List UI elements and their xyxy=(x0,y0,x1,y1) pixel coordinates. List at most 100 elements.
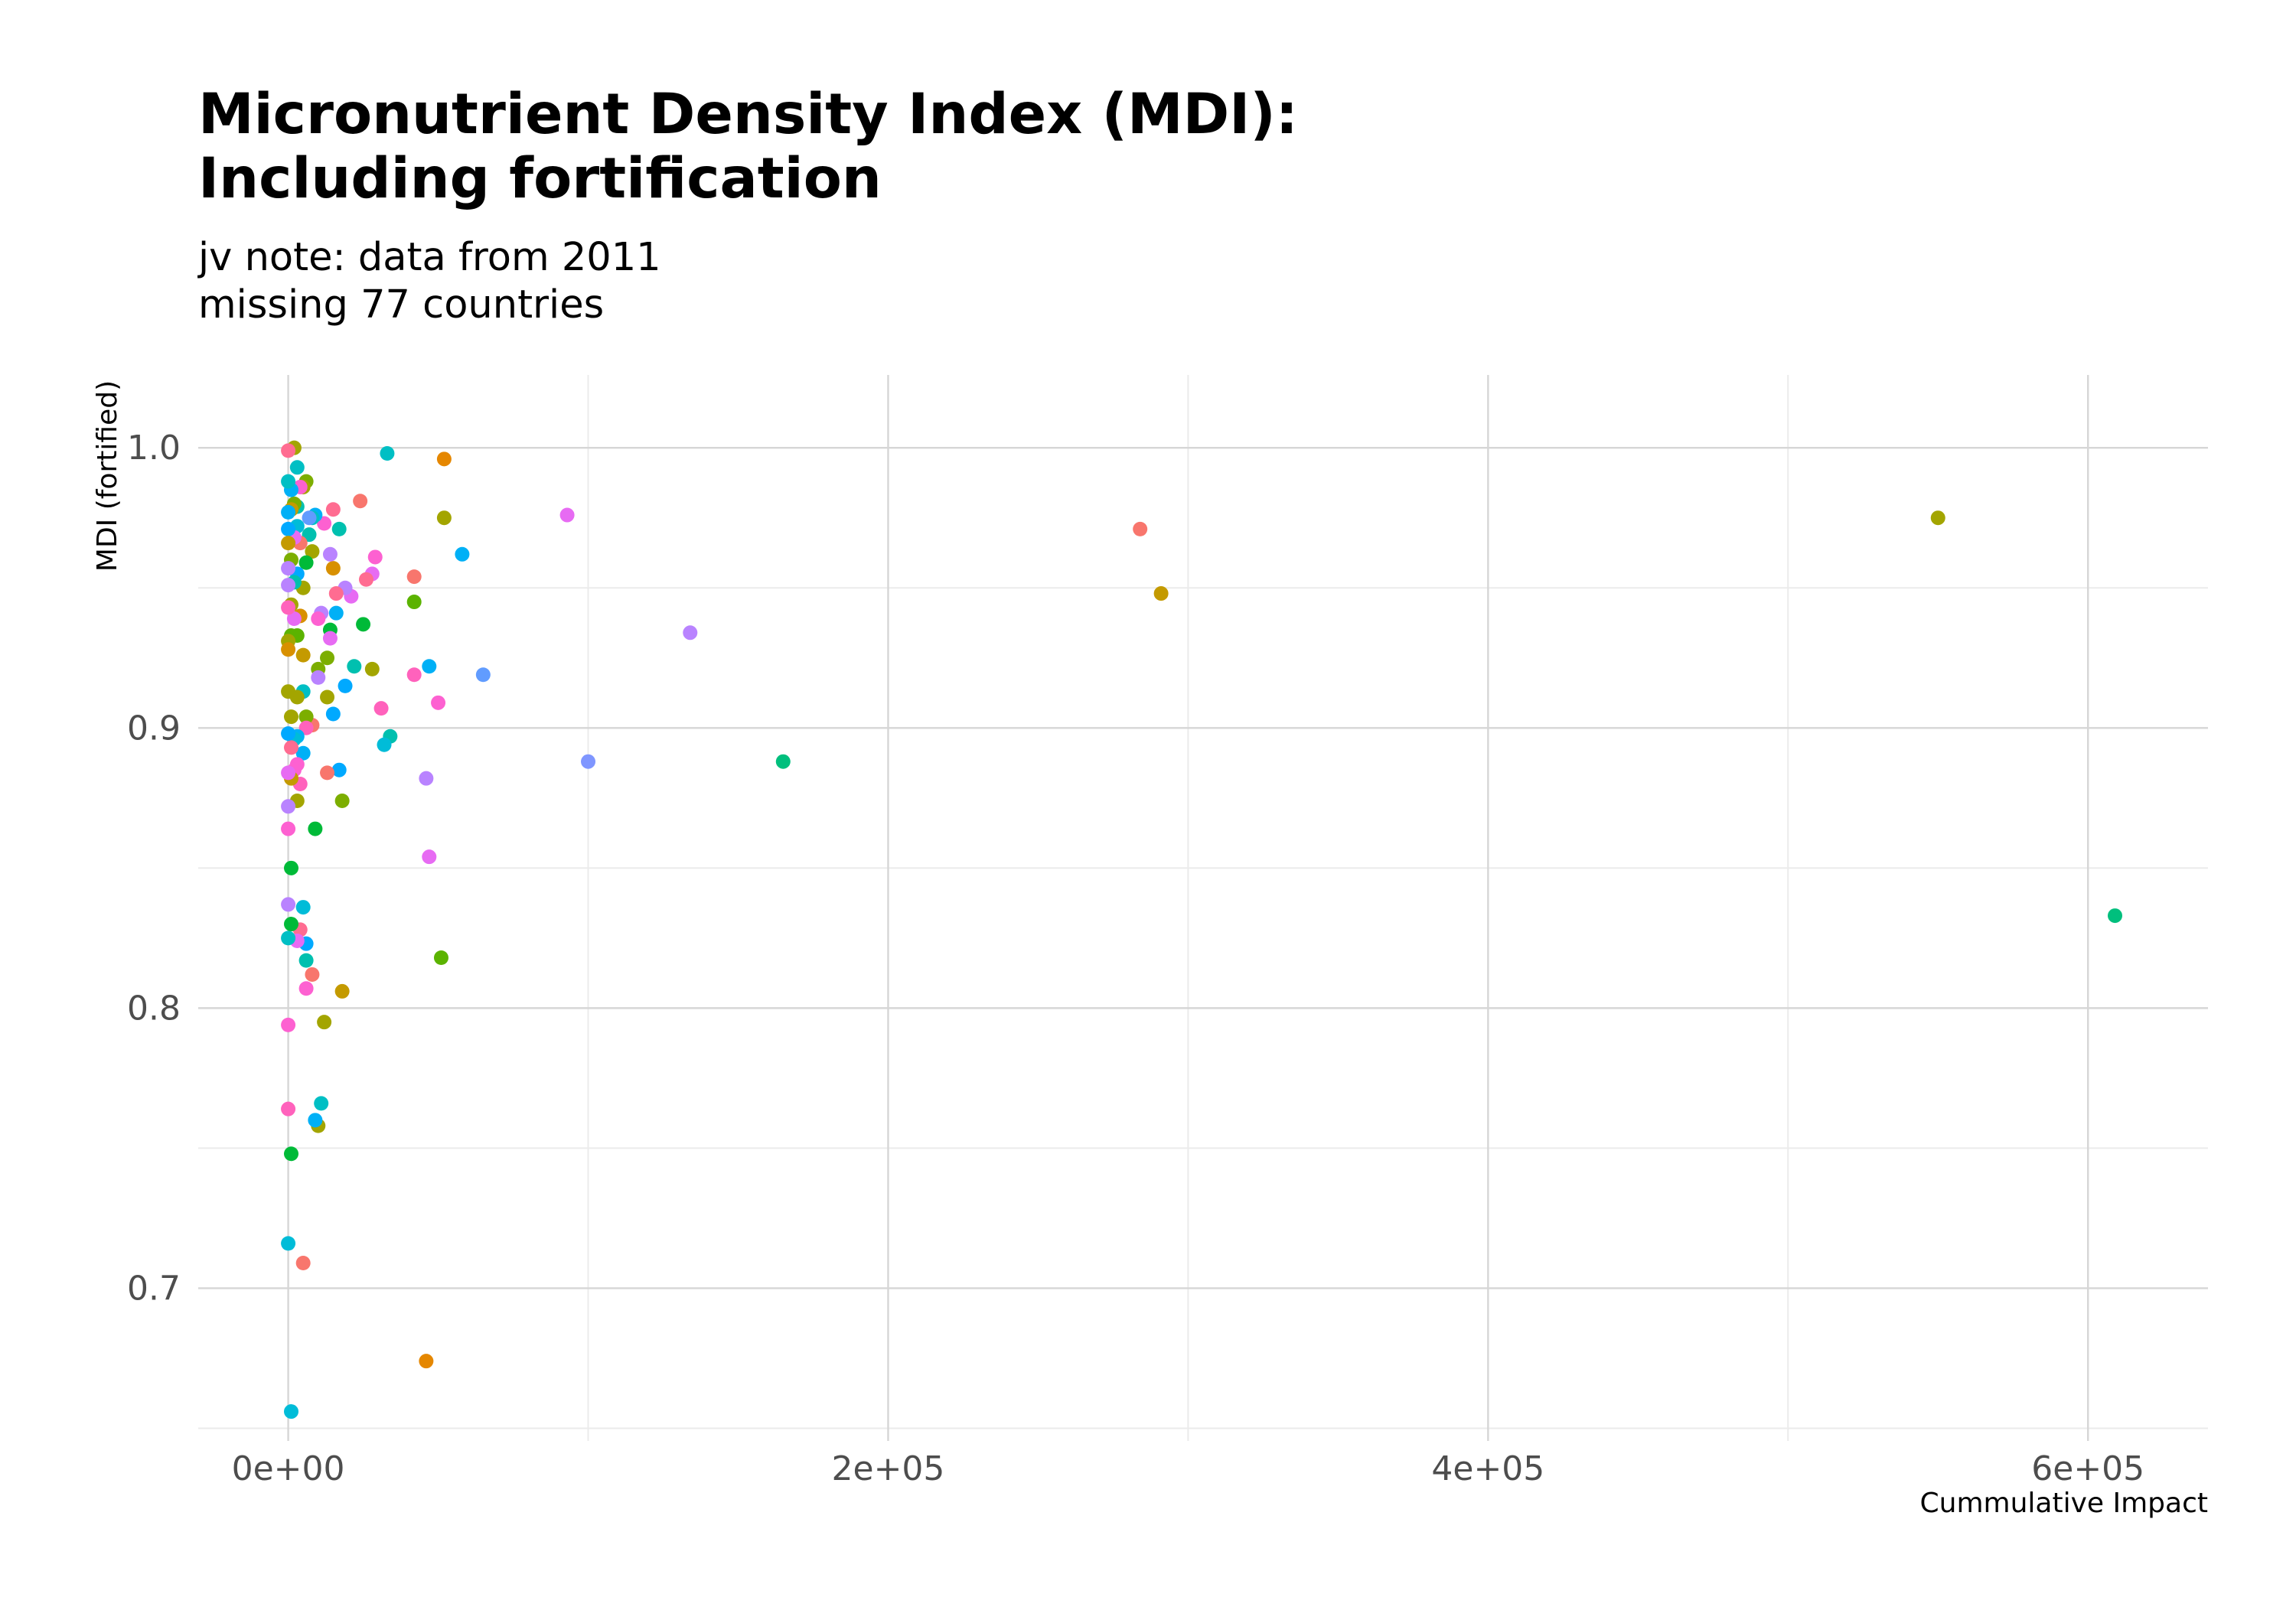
data-point xyxy=(281,1017,296,1032)
data-point xyxy=(308,821,323,836)
x-tick-label: 4e+05 xyxy=(1431,1449,1544,1488)
data-point xyxy=(298,555,314,570)
data-point xyxy=(298,981,314,996)
data-point xyxy=(320,650,335,666)
y-tick-label: 0.8 xyxy=(127,989,181,1028)
y-tick-label: 0.9 xyxy=(127,709,181,748)
data-point xyxy=(286,611,302,627)
data-point xyxy=(320,765,335,781)
data-point xyxy=(419,1354,434,1369)
data-point xyxy=(331,762,347,777)
data-point xyxy=(377,737,392,752)
data-point xyxy=(334,793,350,808)
data-point xyxy=(559,507,575,523)
data-point xyxy=(406,595,422,610)
data-point xyxy=(328,586,344,601)
data-point xyxy=(281,578,296,593)
data-point xyxy=(322,546,338,562)
data-point xyxy=(281,1101,296,1116)
chart-title-line-2: Including fortification xyxy=(198,146,882,211)
data-point xyxy=(455,546,470,562)
data-point xyxy=(298,953,314,968)
data-point xyxy=(317,1015,332,1030)
chart-subtitle-line-1: jv note: data from 2011 xyxy=(198,235,661,280)
data-point xyxy=(281,521,296,536)
data-point xyxy=(314,1096,329,1111)
data-point xyxy=(284,709,299,725)
data-point xyxy=(334,983,350,999)
y-tick-label: 1.0 xyxy=(127,429,181,468)
chart-title-line-1: Micronutrient Density Index (MDI): xyxy=(198,82,1298,147)
data-point xyxy=(356,617,371,632)
data-point xyxy=(433,950,448,965)
data-point xyxy=(325,561,341,576)
data-point xyxy=(281,504,296,520)
chart-title: Micronutrient Density Index (MDI): Inclu… xyxy=(198,83,1298,211)
data-point xyxy=(295,745,311,761)
data-point xyxy=(305,966,320,982)
data-point xyxy=(298,709,314,725)
data-point xyxy=(2107,908,2122,924)
data-point xyxy=(406,667,422,683)
data-point xyxy=(1930,510,1945,526)
data-point xyxy=(295,900,311,915)
data-point xyxy=(311,670,326,685)
data-point xyxy=(295,1256,311,1271)
data-point xyxy=(281,600,296,615)
data-point xyxy=(358,572,373,587)
data-point xyxy=(281,1236,296,1251)
data-point xyxy=(281,443,296,458)
data-point xyxy=(281,474,296,489)
chart-subtitle-line-2: missing 77 countries xyxy=(198,282,605,328)
data-point xyxy=(364,661,380,676)
y-tick-label: 0.7 xyxy=(127,1269,181,1308)
data-point xyxy=(322,631,338,646)
data-point xyxy=(281,561,296,576)
data-points xyxy=(281,440,2122,1420)
data-point xyxy=(1153,586,1169,601)
data-point xyxy=(436,510,452,526)
data-point xyxy=(284,917,299,932)
x-tick-label: 2e+05 xyxy=(832,1449,945,1488)
data-point xyxy=(436,451,452,467)
data-point xyxy=(1133,521,1148,536)
data-point xyxy=(281,726,296,742)
x-axis-ticks: 0e+00 2e+05 4e+05 6e+05 xyxy=(232,1449,2145,1488)
data-point xyxy=(284,860,299,875)
data-point xyxy=(325,706,341,722)
data-point xyxy=(775,754,791,769)
x-tick-label: 6e+05 xyxy=(2031,1449,2144,1488)
data-point xyxy=(338,678,353,693)
data-point xyxy=(281,897,296,912)
data-point xyxy=(281,799,296,814)
data-point xyxy=(284,740,299,755)
x-axis-label: Cummulative Impact xyxy=(1920,1488,2209,1519)
data-point xyxy=(281,684,296,699)
data-point xyxy=(331,521,347,536)
data-point xyxy=(431,695,446,710)
data-point xyxy=(422,659,437,674)
data-point xyxy=(284,1146,299,1162)
data-point xyxy=(281,765,296,781)
data-point xyxy=(302,510,317,526)
data-point xyxy=(475,667,491,683)
data-point xyxy=(305,544,320,559)
data-point xyxy=(311,611,326,627)
data-point xyxy=(347,659,362,674)
data-point xyxy=(281,642,296,657)
grid-lines xyxy=(198,375,2208,1441)
data-point xyxy=(422,849,437,865)
data-point xyxy=(281,931,296,946)
data-point xyxy=(380,446,395,461)
chart-subtitle: jv note: data from 2011 missing 77 count… xyxy=(198,234,661,329)
data-point xyxy=(325,502,341,517)
data-point xyxy=(683,625,698,641)
y-axis-label: MDI (fortified) xyxy=(92,380,123,572)
data-point xyxy=(419,771,434,786)
y-axis-ticks: 0.7 0.8 0.9 1.0 xyxy=(127,429,181,1308)
data-point xyxy=(406,569,422,585)
data-point xyxy=(581,754,596,769)
data-point xyxy=(295,647,311,663)
data-point xyxy=(284,1404,299,1420)
